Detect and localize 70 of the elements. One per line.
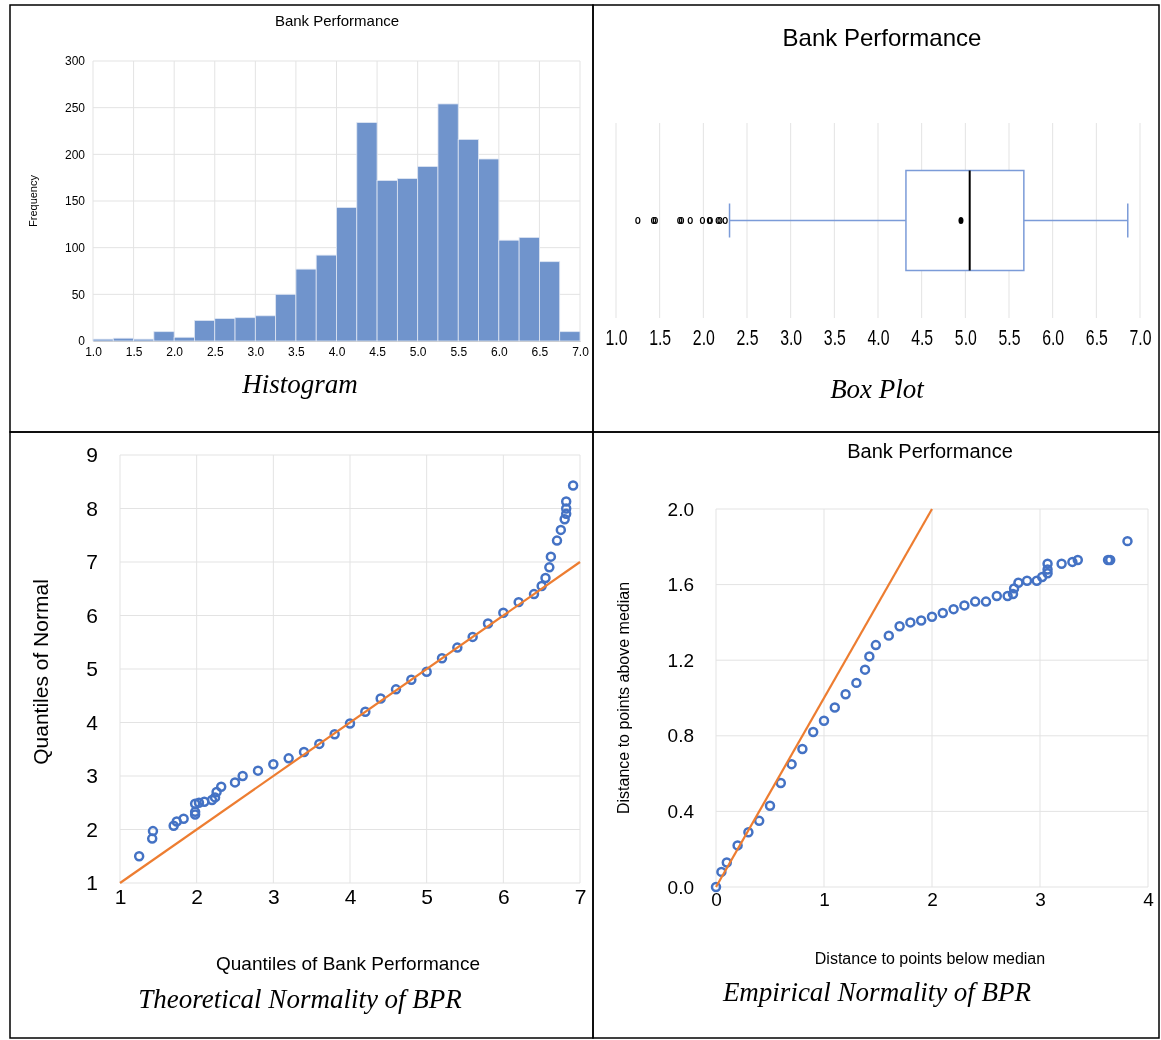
y-tick-label: 2 bbox=[86, 817, 98, 841]
x-axis-title: Distance to points below median bbox=[814, 950, 1046, 967]
y-tick-label: 0.8 bbox=[667, 725, 694, 747]
x-tick-label: 4.0 bbox=[328, 344, 346, 359]
x-tick-label: 0 bbox=[711, 889, 722, 911]
x-tick-label: 3.0 bbox=[780, 325, 803, 350]
x-tick-label: 1.0 bbox=[605, 325, 628, 350]
x-tick-label: 6 bbox=[497, 884, 510, 908]
x-tick-label: 2.5 bbox=[206, 344, 224, 359]
chart-title: Bank Performance bbox=[782, 24, 982, 52]
x-tick-label: 5 bbox=[421, 884, 434, 908]
x-tick-label: 5.0 bbox=[954, 325, 977, 350]
x-tick-label: 4.5 bbox=[911, 325, 934, 350]
x-tick-label: 3.5 bbox=[823, 325, 846, 350]
y-tick-label: 150 bbox=[64, 194, 86, 209]
x-tick-label: 7.0 bbox=[572, 344, 590, 359]
x-tick-label: 6.0 bbox=[490, 344, 508, 359]
x-tick-label: 6.5 bbox=[531, 344, 549, 359]
y-tick-label: 2.0 bbox=[667, 498, 694, 520]
x-axis-title: Quantiles of Bank Performance bbox=[215, 953, 481, 974]
y-tick-label: 5 bbox=[86, 657, 98, 681]
y-tick-label: 3 bbox=[86, 764, 98, 788]
x-tick-label: 1 bbox=[819, 889, 830, 911]
y-tick-label: 300 bbox=[64, 54, 86, 69]
y-tick-label: 200 bbox=[64, 147, 86, 162]
y-tick-label: 8 bbox=[86, 496, 98, 520]
y-tick-label: 7 bbox=[86, 550, 98, 574]
y-tick-label: 1.6 bbox=[667, 574, 694, 596]
x-tick-label: 1.5 bbox=[125, 344, 143, 359]
y-tick-label: 9 bbox=[86, 443, 98, 467]
x-tick-label: 3 bbox=[1035, 889, 1046, 911]
x-tick-label: 5.5 bbox=[450, 344, 468, 359]
x-tick-label: 2.5 bbox=[736, 325, 759, 350]
x-tick-label: 3.5 bbox=[288, 344, 306, 359]
x-tick-label: 7.0 bbox=[1129, 325, 1152, 350]
text: Empirical Normality of BPR bbox=[721, 977, 1032, 1008]
x-tick-label: 2.0 bbox=[692, 325, 715, 350]
x-tick-label: 1 bbox=[114, 884, 127, 908]
y-tick-label: 6 bbox=[86, 603, 98, 627]
y-tick-label: 4 bbox=[86, 710, 99, 734]
y-tick-label: 100 bbox=[64, 241, 86, 256]
x-tick-label: 2 bbox=[191, 884, 204, 908]
chart-title: Bank Performance bbox=[847, 440, 1013, 463]
y-tick-label: 0.0 bbox=[667, 876, 694, 898]
chart-title: Bank Performance bbox=[274, 11, 400, 29]
y-tick-label: 250 bbox=[64, 101, 86, 116]
x-tick-label: 3 bbox=[267, 884, 280, 908]
x-tick-label: 4 bbox=[344, 884, 357, 908]
x-tick-label: 7 bbox=[574, 884, 587, 908]
y-tick-label: 0.4 bbox=[667, 800, 695, 822]
x-tick-label: 4 bbox=[1143, 889, 1155, 911]
text: Histogram bbox=[241, 369, 358, 400]
x-tick-label: 3.0 bbox=[247, 344, 265, 359]
x-tick-label: 5.5 bbox=[998, 325, 1021, 350]
x-tick-label: 6.5 bbox=[1085, 325, 1108, 350]
y-tick-label: 50 bbox=[71, 287, 86, 302]
x-tick-label: 5.0 bbox=[409, 344, 427, 359]
x-tick-label: 6.0 bbox=[1042, 325, 1065, 350]
x-tick-label: 4.0 bbox=[867, 325, 890, 350]
text: Theoretical Normality of BPR bbox=[138, 984, 463, 1015]
y-axis-title: Distance to points above median bbox=[615, 581, 633, 815]
y-tick-label: 1.2 bbox=[667, 649, 694, 671]
x-tick-label: 4.5 bbox=[369, 344, 387, 359]
x-tick-label: 2 bbox=[927, 889, 938, 911]
x-tick-label: 1.5 bbox=[649, 325, 672, 350]
text: Box Plot bbox=[830, 374, 926, 405]
y-axis-title: Quantiles of Normal bbox=[28, 579, 52, 765]
x-tick-label: 2.0 bbox=[166, 344, 184, 359]
y-axis-title: Frequency bbox=[26, 174, 39, 227]
x-tick-label: 1.0 bbox=[85, 344, 103, 359]
